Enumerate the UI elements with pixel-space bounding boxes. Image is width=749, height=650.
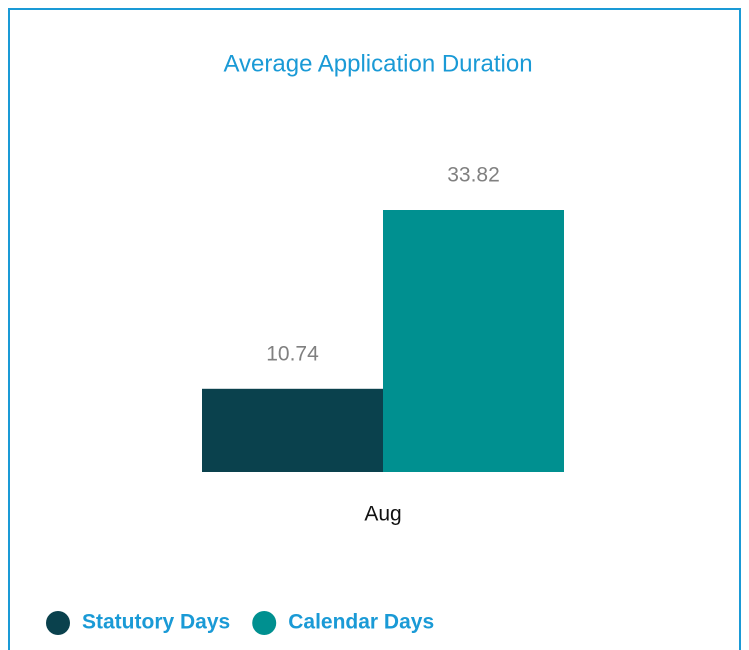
legend-label: Calendar Days [288, 611, 434, 634]
chart-title: Average Application Duration [223, 50, 532, 77]
bar [383, 210, 564, 472]
frame [8, 8, 741, 650]
legend-label: Statutory Days [82, 611, 230, 634]
data-label: 33.82 [447, 164, 500, 187]
legend-swatch [46, 611, 70, 635]
bar [202, 388, 383, 472]
data-label: 10.74 [266, 342, 319, 365]
legend-swatch [252, 611, 277, 635]
x-tick-label: Aug [364, 503, 401, 526]
